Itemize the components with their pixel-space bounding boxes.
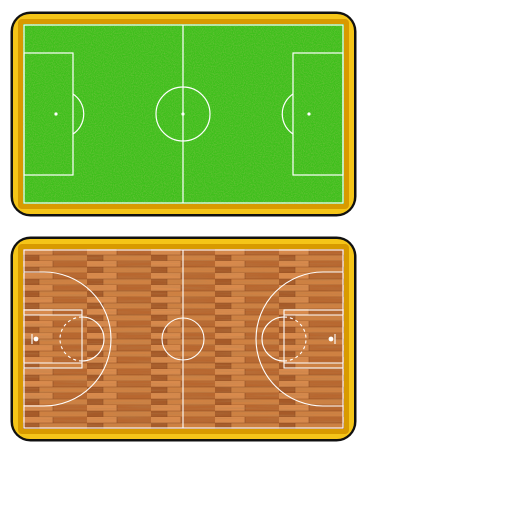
- key-left: [23, 309, 83, 369]
- center-circle: [155, 86, 211, 142]
- three-point-line-right: [255, 271, 343, 407]
- free-throw-arc-right-dashed: [283, 316, 307, 362]
- penalty-spot-right: [307, 112, 311, 116]
- hoop-right: [328, 336, 334, 342]
- penalty-arc-right: [281, 93, 294, 135]
- soccer-field-graphic: [10, 11, 357, 217]
- court-lines: [23, 249, 344, 429]
- hoop-left: [33, 336, 39, 342]
- penalty-spot-left: [54, 112, 58, 116]
- free-throw-arc-left-dashed: [59, 316, 83, 362]
- soccer-field-tile[interactable]: [9, 10, 358, 218]
- basketball-court-graphic: [10, 236, 357, 442]
- center-spot: [181, 112, 185, 116]
- pitch-spots: [54, 112, 311, 116]
- basketball-court-tile[interactable]: [9, 235, 358, 443]
- penalty-arc-left: [72, 93, 85, 135]
- key-right: [283, 309, 344, 369]
- three-point-line-left: [24, 271, 112, 407]
- free-throw-arc-left-solid: [81, 316, 105, 362]
- court-hoops: [33, 336, 334, 342]
- center-circle: [161, 317, 205, 361]
- free-throw-arc-right-solid: [261, 316, 285, 362]
- penalty-box-left: [23, 52, 74, 176]
- penalty-box-right: [292, 52, 344, 176]
